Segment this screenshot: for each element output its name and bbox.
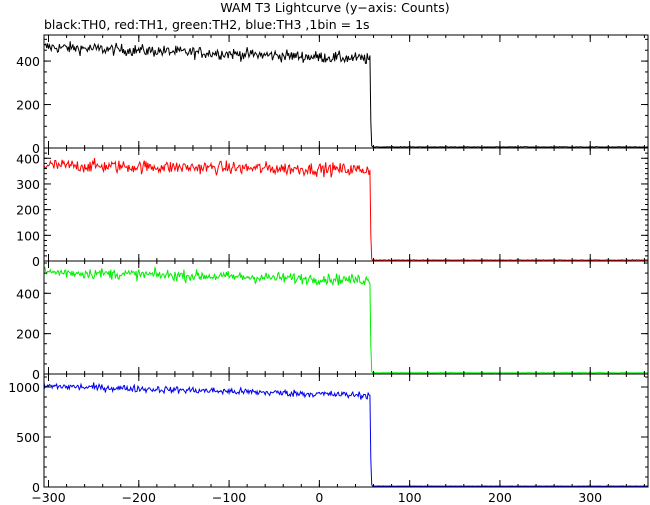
x-tick-label: −200: [122, 490, 156, 505]
panel-th3: 0 500 1000: [8, 373, 649, 495]
y-tick-label: 200: [16, 327, 40, 342]
chart-title: WAM T3 Lightcurve (y−axis: Counts): [220, 0, 449, 15]
y-tick-label: 1000: [8, 380, 40, 395]
panels-group: 02004000100200300400020040005001000−300−…: [8, 34, 649, 505]
x-tick-label: 300: [578, 490, 602, 505]
y-tick-label: 400: [16, 54, 40, 69]
panel-frame: [43, 147, 649, 262]
y-tick-label: 0: [32, 480, 40, 495]
x-tick-label: 0: [315, 490, 323, 505]
x-tick-label: −100: [212, 490, 246, 505]
x-tick-label: −300: [31, 490, 65, 505]
x-tick-label: 200: [488, 490, 512, 505]
series-line-th2: [43, 266, 649, 374]
series-line-th1: [43, 158, 649, 261]
series-line-th0: [43, 41, 649, 148]
y-tick-label: 200: [16, 203, 40, 218]
chart-subtitle: black:TH0, red:TH1, green:TH2, blue:TH3 …: [44, 17, 370, 32]
y-tick-label: 0: [32, 367, 40, 382]
y-tick-label: 300: [16, 177, 40, 192]
y-tick-label: 200: [16, 98, 40, 113]
y-tick-label: 400: [16, 286, 40, 301]
panel-th2: 0 200 400: [16, 260, 649, 382]
y-tick-label: 0: [32, 141, 40, 156]
panel-th1: 0 100 200 300 400: [16, 147, 649, 269]
series-line-th3: [43, 382, 649, 487]
y-tick-label: 400: [16, 151, 40, 166]
panel-frame: [43, 373, 649, 488]
panel-th0: 0 200 400: [16, 34, 649, 156]
y-tick-label: 500: [16, 430, 40, 445]
y-tick-label: 100: [16, 228, 40, 243]
x-tick-label: 100: [398, 490, 422, 505]
y-tick-label: 0: [32, 254, 40, 269]
